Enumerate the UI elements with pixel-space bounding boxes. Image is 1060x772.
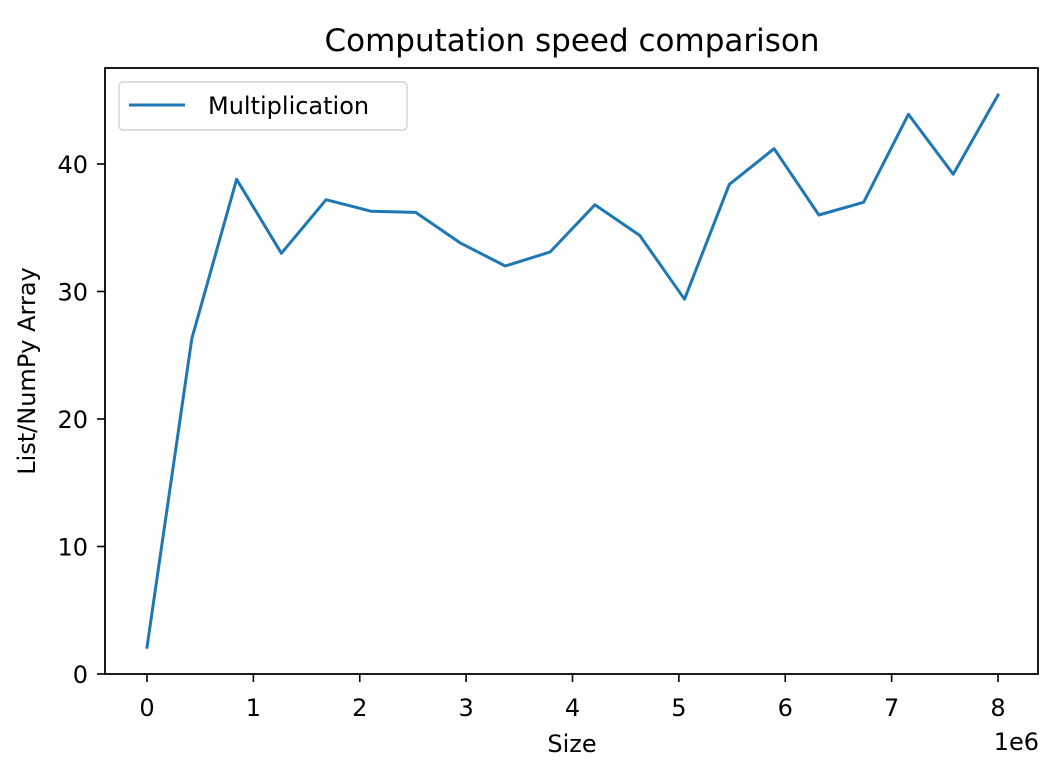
y-tick-label: 30 — [57, 279, 88, 307]
y-axis-label: List/NumPy Array — [13, 267, 41, 475]
x-tick-label: 2 — [352, 694, 367, 722]
legend-box — [118, 81, 408, 131]
x-axis-ticks: 0 1 2 3 4 5 6 7 8 — [139, 674, 1006, 722]
axes-frame — [104, 67, 1039, 675]
y-axis-ticks: 0 10 20 30 40 — [57, 151, 105, 689]
legend-label-multiplication: Multiplication — [208, 92, 369, 120]
x-tick-label: 5 — [671, 694, 686, 722]
y-tick-label: 40 — [57, 151, 88, 179]
y-tick-label: 0 — [73, 661, 88, 689]
plot-area — [105, 68, 1038, 674]
chart-title: Computation speed comparison — [324, 23, 819, 59]
x-tick-label: 3 — [458, 694, 473, 722]
x-tick-label: 7 — [884, 694, 899, 722]
x-tick-label: 0 — [139, 694, 154, 722]
y-tick-label: 20 — [57, 406, 88, 434]
legend: Multiplication — [118, 81, 408, 131]
x-axis-offset-label: 1e6 — [994, 728, 1039, 756]
y-tick-label: 10 — [57, 534, 88, 562]
x-tick-label: 8 — [990, 694, 1005, 722]
series-line-multiplication — [145, 93, 1001, 649]
x-tick-label: 1 — [246, 694, 261, 722]
x-tick-label: 6 — [778, 694, 793, 722]
x-axis-label: Size — [547, 730, 596, 758]
x-tick-label: 4 — [565, 694, 580, 722]
